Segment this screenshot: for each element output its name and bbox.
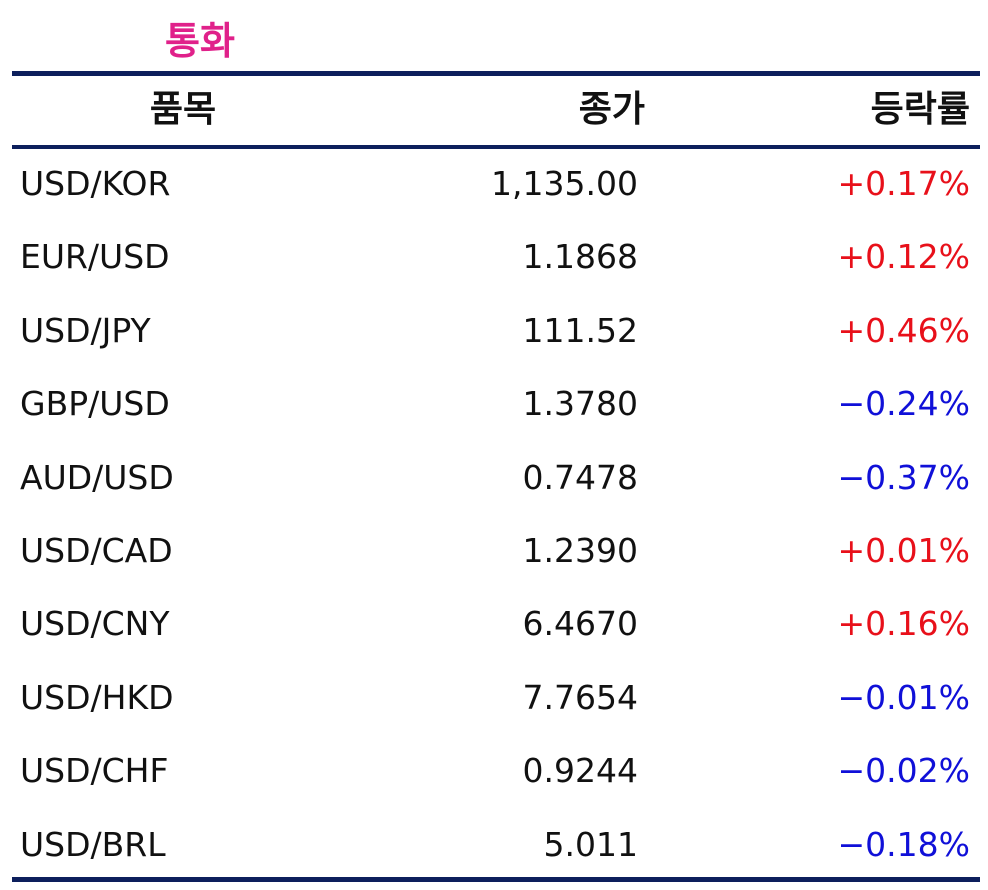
- change-rate: −0.01%: [837, 677, 970, 717]
- title: 통화: [165, 19, 235, 63]
- change-rate: −0.24%: [837, 384, 970, 424]
- change-rate: −0.02%: [837, 751, 970, 791]
- bottom-rule: [12, 877, 980, 882]
- item-name: USD/CAD: [20, 531, 173, 570]
- item-name: USD/KOR: [20, 164, 171, 203]
- header-cell: 품목: [149, 89, 217, 130]
- change-rate: −0.18%: [837, 824, 970, 864]
- close-price: 1.3780: [522, 384, 638, 424]
- change-rate: +0.01%: [837, 531, 970, 570]
- item-name: USD/CHF: [20, 751, 169, 791]
- header-rule: [12, 145, 980, 149]
- close-price: 0.7478: [522, 457, 638, 497]
- change-rate: +0.46%: [837, 310, 970, 350]
- close-price: 7.7654: [522, 677, 638, 717]
- item-name: EUR/USD: [20, 237, 170, 277]
- change-rate: +0.12%: [837, 237, 970, 277]
- change-rate: +0.17%: [837, 164, 970, 203]
- item-name: AUD/USD: [20, 457, 174, 497]
- close-price: 111.52: [522, 310, 638, 350]
- header-cell: 종가: [578, 89, 645, 130]
- top-rule: [12, 71, 980, 76]
- close-price: 1.2390: [522, 531, 638, 570]
- close-price: 0.9244: [522, 751, 638, 791]
- item-name: USD/HKD: [20, 677, 174, 717]
- item-name: USD/BRL: [20, 824, 166, 864]
- close-price: 1,135.00: [491, 164, 638, 203]
- header-cell: 등락률: [870, 89, 970, 130]
- item-name: USD/CNY: [20, 604, 170, 644]
- close-price: 6.4670: [522, 604, 638, 644]
- close-price: 1.1868: [522, 237, 638, 277]
- item-name: USD/JPY: [20, 310, 151, 350]
- change-rate: −0.37%: [837, 457, 970, 497]
- item-name: GBP/USD: [20, 384, 170, 424]
- close-price: 5.011: [543, 824, 638, 864]
- change-rate: +0.16%: [837, 604, 970, 644]
